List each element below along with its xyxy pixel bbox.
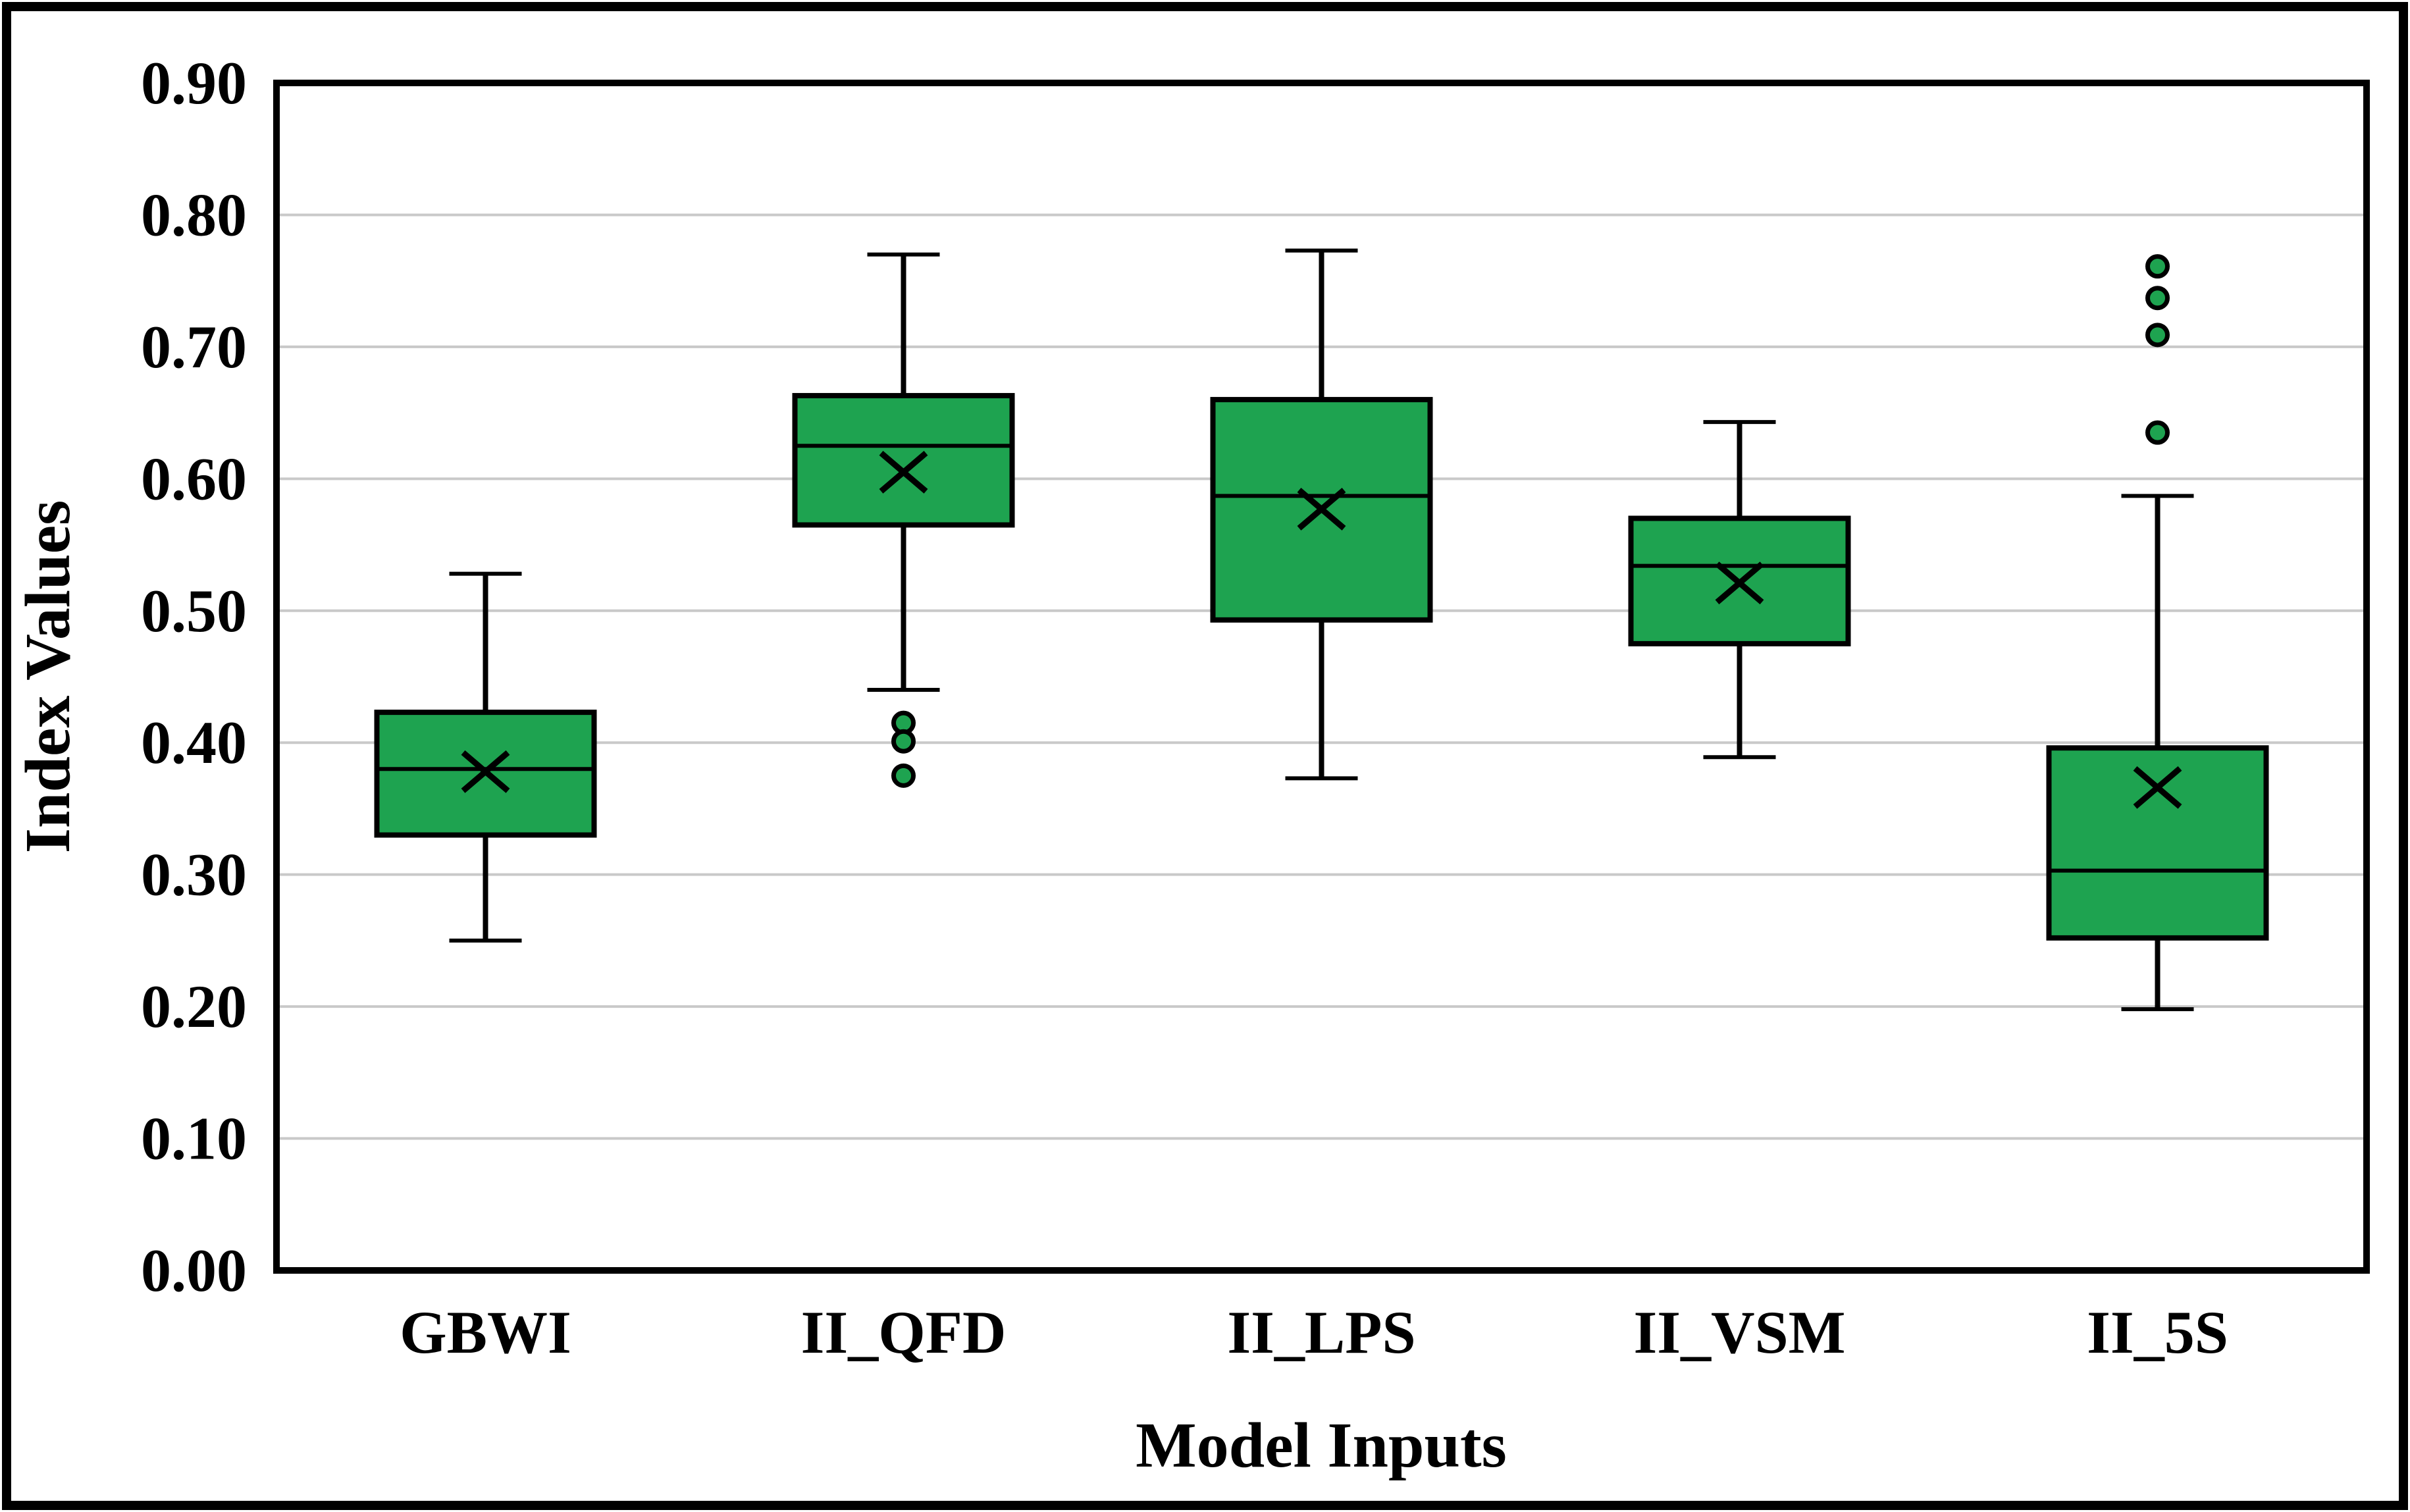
box-series: [374, 248, 2269, 1012]
ytick-label-0.50: 0.50: [141, 577, 247, 644]
x-axis-title: Model Inputs: [1136, 1410, 1507, 1481]
outlier-dot-marker-II_5S-1: [2145, 323, 2170, 348]
plot-area-border: [273, 80, 2370, 1274]
outlier-dot-marker-II_5S-0: [2145, 420, 2170, 445]
ytick-label-0.00: 0.00: [141, 1237, 247, 1304]
ytick-label-0.90: 0.90: [141, 49, 247, 117]
ytick-label-0.20: 0.20: [141, 973, 247, 1040]
y-axis-title: Index Values: [13, 500, 84, 854]
outlier-dot-marker-II_5S-3: [2145, 254, 2170, 279]
x-axis-category-labels: GBWI II_QFD II_LPS II_VSM II_5S: [400, 1299, 2228, 1366]
category-label-II_VSM: II_VSM: [1633, 1299, 1845, 1366]
category-label-GBWI: GBWI: [400, 1299, 571, 1366]
outlier-dot-marker-II_5S-2: [2145, 286, 2170, 311]
box-II_QFD: [792, 393, 1015, 528]
ytick-label-0.60: 0.60: [141, 445, 247, 512]
category-label-II_5S: II_5S: [2087, 1299, 2228, 1366]
category-label-II_LPS: II_LPS: [1227, 1299, 1415, 1366]
ytick-label-0.30: 0.30: [141, 841, 247, 908]
mean-x-marker-GBWI: [461, 750, 510, 793]
mean-x-marker-II_5S: [2133, 766, 2182, 809]
y-axis-tick-labels: 0.00 0.10 0.20 0.30 0.40 0.50 0.60 0.70 0.80 0.90: [141, 49, 247, 1304]
box-II_5S: [2046, 745, 2269, 941]
ytick-label-0.40: 0.40: [141, 709, 247, 776]
ytick-label-0.70: 0.70: [141, 313, 247, 380]
outlier-dot-marker-II_QFD-2: [891, 763, 916, 788]
mean-x-marker-II_LPS: [1297, 488, 1346, 531]
mean-x-marker-II_QFD: [879, 450, 928, 494]
category-label-II_QFD: II_QFD: [801, 1299, 1007, 1366]
mean-x-marker-II_VSM: [1715, 561, 1764, 605]
outlier-dot-marker-II_QFD-1: [891, 729, 916, 754]
ytick-label-0.80: 0.80: [141, 181, 247, 248]
ytick-label-0.10: 0.10: [141, 1105, 247, 1172]
